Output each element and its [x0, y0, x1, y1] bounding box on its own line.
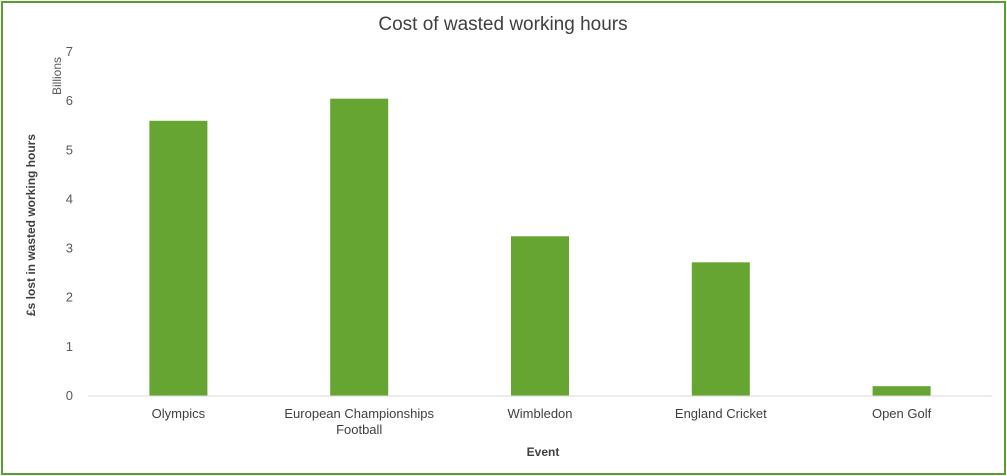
y-tick-label: 4 [66, 191, 73, 206]
chart-title: Cost of wasted working hours [378, 14, 627, 35]
bar [872, 386, 931, 396]
y-tick-label: 7 [66, 44, 73, 59]
bar [511, 236, 569, 396]
x-axis-title: Event [527, 445, 560, 459]
y-tick-label: 6 [66, 93, 73, 108]
x-tick-label: European Championships Football [284, 406, 434, 437]
y-tick-label: 0 [66, 388, 73, 403]
x-tick-label: England Cricket [675, 406, 767, 421]
bar [149, 120, 208, 397]
y-tick-label: 5 [66, 142, 73, 157]
x-tick-label: Open Golf [872, 406, 932, 421]
y-axis-unit-label: Billions [50, 57, 64, 95]
y-tick-label: 3 [66, 241, 73, 256]
y-axis-title: £s lost in wasted working hours [24, 134, 38, 316]
y-tick-label: 2 [66, 290, 73, 305]
x-tick-label: Olympics [152, 406, 206, 421]
x-tick-label: Wimbledon [507, 406, 572, 421]
bar [330, 98, 389, 396]
bar [691, 262, 750, 396]
y-tick-label: 1 [66, 339, 73, 354]
